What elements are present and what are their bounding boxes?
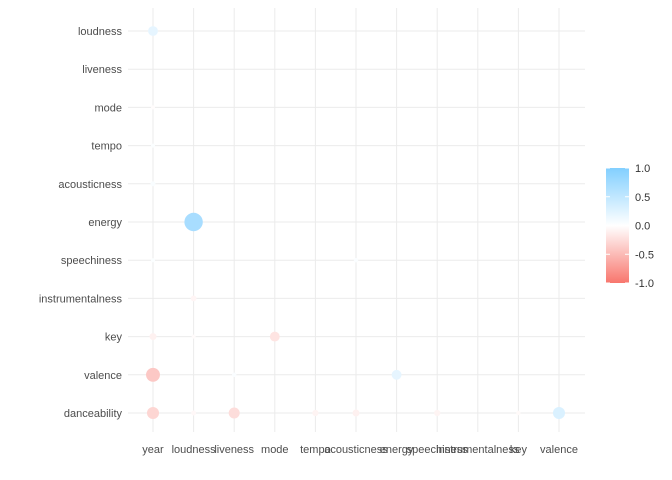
x-tick-label: valence <box>540 444 578 456</box>
x-tick-label: key <box>510 444 528 456</box>
legend-colorbar <box>606 168 629 283</box>
data-point <box>190 295 197 302</box>
data-point <box>148 26 158 36</box>
data-point <box>191 410 197 416</box>
y-tick-label: instrumentalness <box>39 293 123 305</box>
data-point <box>151 258 155 263</box>
data-point <box>434 409 441 417</box>
x-tick-label: instrumentalness <box>436 444 520 456</box>
data-point <box>353 258 359 263</box>
data-point <box>191 334 196 339</box>
y-tick-label: liveness <box>82 64 122 76</box>
legend-tick-label: -0.5 <box>635 249 654 261</box>
legend-tick-label: 0.0 <box>635 221 650 233</box>
y-tick-label: key <box>105 332 123 344</box>
y-tick-label: mode <box>94 102 122 114</box>
x-tick-label: year <box>142 444 164 456</box>
data-points <box>146 26 566 420</box>
x-tick-label: liveness <box>214 444 254 456</box>
data-point <box>149 333 157 341</box>
data-point <box>146 367 160 382</box>
data-point <box>228 407 240 419</box>
data-point <box>232 372 237 377</box>
y-tick-label: danceability <box>64 408 123 420</box>
y-tick-label: energy <box>88 217 122 229</box>
legend-ticks: 1.0 0.5 0.0 -0.5 -1.0 <box>606 163 654 290</box>
x-tick-label: speechiness <box>407 444 469 456</box>
legend-tick-label: -1.0 <box>635 278 654 290</box>
x-tick-label: loudness <box>172 444 217 456</box>
y-tick-label: tempo <box>91 141 122 153</box>
data-point <box>516 410 521 416</box>
x-tick-label: acousticness <box>324 444 388 456</box>
legend-tick-label: 0.5 <box>635 192 650 204</box>
data-point <box>269 331 280 342</box>
y-tick-label: speechiness <box>61 255 123 267</box>
y-tick-label: acousticness <box>58 179 122 191</box>
data-point <box>552 406 566 420</box>
data-point <box>151 105 155 110</box>
data-point <box>352 409 360 417</box>
data-point <box>312 409 319 417</box>
data-point <box>150 181 156 187</box>
y-axis: danceability valence key instrumentalness sp… <box>39 26 123 420</box>
data-point <box>391 369 402 380</box>
gridlines <box>128 8 585 432</box>
data-point <box>184 212 203 232</box>
x-tick-label: mode <box>261 444 289 456</box>
x-tick-label: energy <box>380 444 414 456</box>
y-tick-label: valence <box>84 370 122 382</box>
y-tick-label: loudness <box>78 26 123 38</box>
plot-panel <box>128 8 585 432</box>
data-point <box>146 406 160 420</box>
data-point <box>151 143 155 148</box>
color-legend: 1.0 0.5 0.0 -0.5 -1.0 <box>606 163 654 290</box>
x-tick-label: tempo <box>300 444 331 456</box>
legend-tick-label: 1.0 <box>635 163 650 175</box>
